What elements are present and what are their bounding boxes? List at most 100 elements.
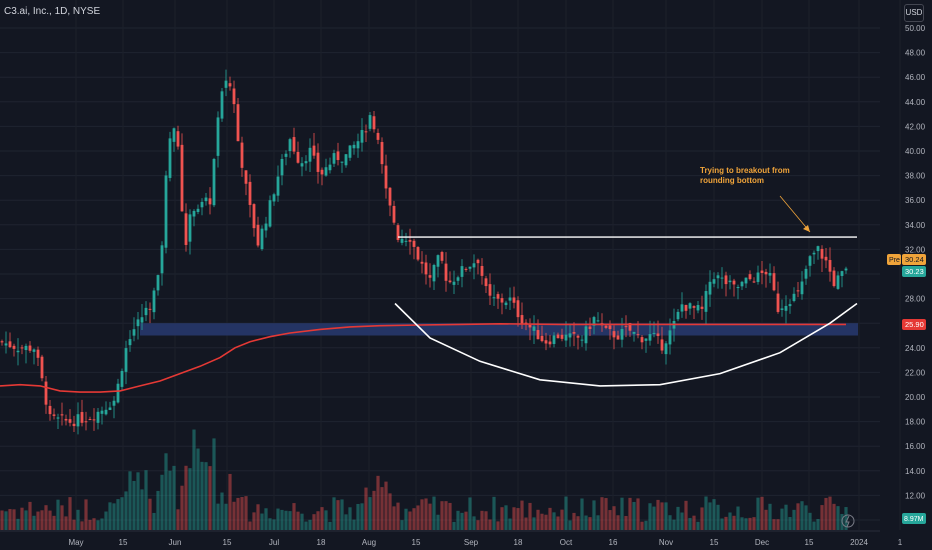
- candle-body: [48, 405, 52, 415]
- candle-body: [844, 268, 848, 271]
- ma-price-text: 25.90: [905, 320, 924, 329]
- candle-body: [604, 325, 608, 328]
- candle-body: [532, 326, 536, 331]
- volume-bar: [760, 496, 764, 530]
- volume-bar: [576, 516, 580, 530]
- time-axis[interactable]: May 15 Jun 15 Jul 18 Aug 15 Sep 18 Oct 16 Nov 15 Dec 15…: [68, 538, 902, 547]
- candle-body: [88, 419, 92, 421]
- volume-bar: [288, 511, 292, 530]
- candle-body: [700, 306, 704, 309]
- volume-bar: [832, 503, 836, 530]
- volume-bar: [200, 461, 204, 530]
- candle-body: [496, 294, 500, 299]
- candle-body: [536, 330, 540, 340]
- volume-bar: [816, 519, 820, 530]
- volume-bar: [204, 462, 208, 530]
- candle-body: [388, 187, 392, 206]
- volume-bar: [604, 498, 608, 530]
- candle-body: [272, 194, 276, 202]
- candle-body: [540, 335, 544, 342]
- pre-badge-text: Pre: [889, 257, 900, 264]
- candle-body: [432, 265, 436, 282]
- volume-bar: [236, 497, 240, 530]
- volume-bar: [136, 472, 140, 530]
- volume-bar: [336, 500, 340, 530]
- candle-body: [80, 412, 84, 423]
- volume-bar: [132, 480, 136, 530]
- replay-icon[interactable]: [841, 514, 855, 528]
- candle-body: [308, 147, 312, 162]
- candle-body: [72, 423, 76, 427]
- candle-body: [228, 83, 232, 87]
- candle-body: [560, 334, 564, 339]
- candle-body: [40, 356, 44, 379]
- volume-bar: [460, 512, 464, 530]
- candle-body: [648, 334, 652, 341]
- volume-bar: [348, 507, 352, 530]
- volume-bar: [116, 499, 120, 530]
- x-tick-label: Sep: [464, 538, 479, 547]
- candle-body: [292, 137, 296, 152]
- volume-bar: [84, 499, 88, 530]
- candle-body: [828, 260, 832, 272]
- volume-bar: [804, 505, 808, 530]
- volume-bar: [340, 499, 344, 530]
- volume-bar: [752, 517, 756, 530]
- candle-body: [136, 319, 140, 327]
- candle-body: [564, 334, 568, 341]
- candle-body: [792, 293, 796, 301]
- volume-bar: [708, 502, 712, 530]
- volume-bar: [276, 508, 280, 530]
- candle-body: [504, 302, 508, 306]
- volume-bar: [600, 497, 604, 530]
- candle-body: [360, 130, 364, 143]
- volume-bar: [92, 518, 96, 530]
- candle-body: [256, 224, 260, 246]
- x-tick-label: 1: [898, 538, 903, 547]
- candle-body: [468, 266, 472, 269]
- candle-body: [108, 407, 112, 410]
- volume-bar: [480, 510, 484, 530]
- moving-average-line: [0, 322, 846, 393]
- x-tick-label: 2024: [850, 538, 868, 547]
- candle-body: [36, 349, 40, 358]
- volume-bar: [484, 511, 488, 530]
- candle-body: [60, 414, 64, 416]
- volume-bar: [24, 510, 28, 530]
- currency-button[interactable]: USD: [904, 4, 924, 22]
- volume-bar: [736, 506, 740, 530]
- candle-body: [444, 263, 448, 281]
- candle-body: [336, 151, 340, 161]
- volume-bar: [284, 510, 288, 530]
- volume-bar: [556, 516, 560, 530]
- pre-price-tag: [902, 254, 926, 265]
- volume-bar: [456, 510, 460, 530]
- candle-body: [720, 277, 724, 279]
- candle-body: [424, 262, 428, 275]
- volume-bar: [584, 515, 588, 530]
- volume-bar: [244, 496, 248, 530]
- candle-body: [32, 349, 36, 352]
- volume-bar: [424, 498, 428, 530]
- annotation-line-1: Trying to breakout from: [700, 166, 790, 175]
- candle-body: [668, 330, 672, 345]
- candle-body: [556, 334, 560, 339]
- volume-bar: [196, 448, 200, 530]
- candle-body: [840, 271, 844, 276]
- y-tick-label: 22.00: [905, 368, 926, 377]
- volume-bar: [72, 519, 76, 530]
- candle-body: [784, 305, 788, 311]
- x-tick-label: 18: [514, 538, 523, 547]
- candle-body: [660, 339, 664, 351]
- volume-bar: [56, 499, 60, 530]
- candle-body: [16, 350, 20, 353]
- x-tick-label: Jul: [269, 538, 279, 547]
- candle-body: [216, 117, 220, 156]
- candle-body: [796, 290, 800, 292]
- candle-body: [172, 128, 176, 142]
- candle-body: [772, 273, 776, 291]
- candle-body: [332, 153, 336, 164]
- candle-body: [508, 297, 512, 301]
- candle-body: [344, 154, 348, 166]
